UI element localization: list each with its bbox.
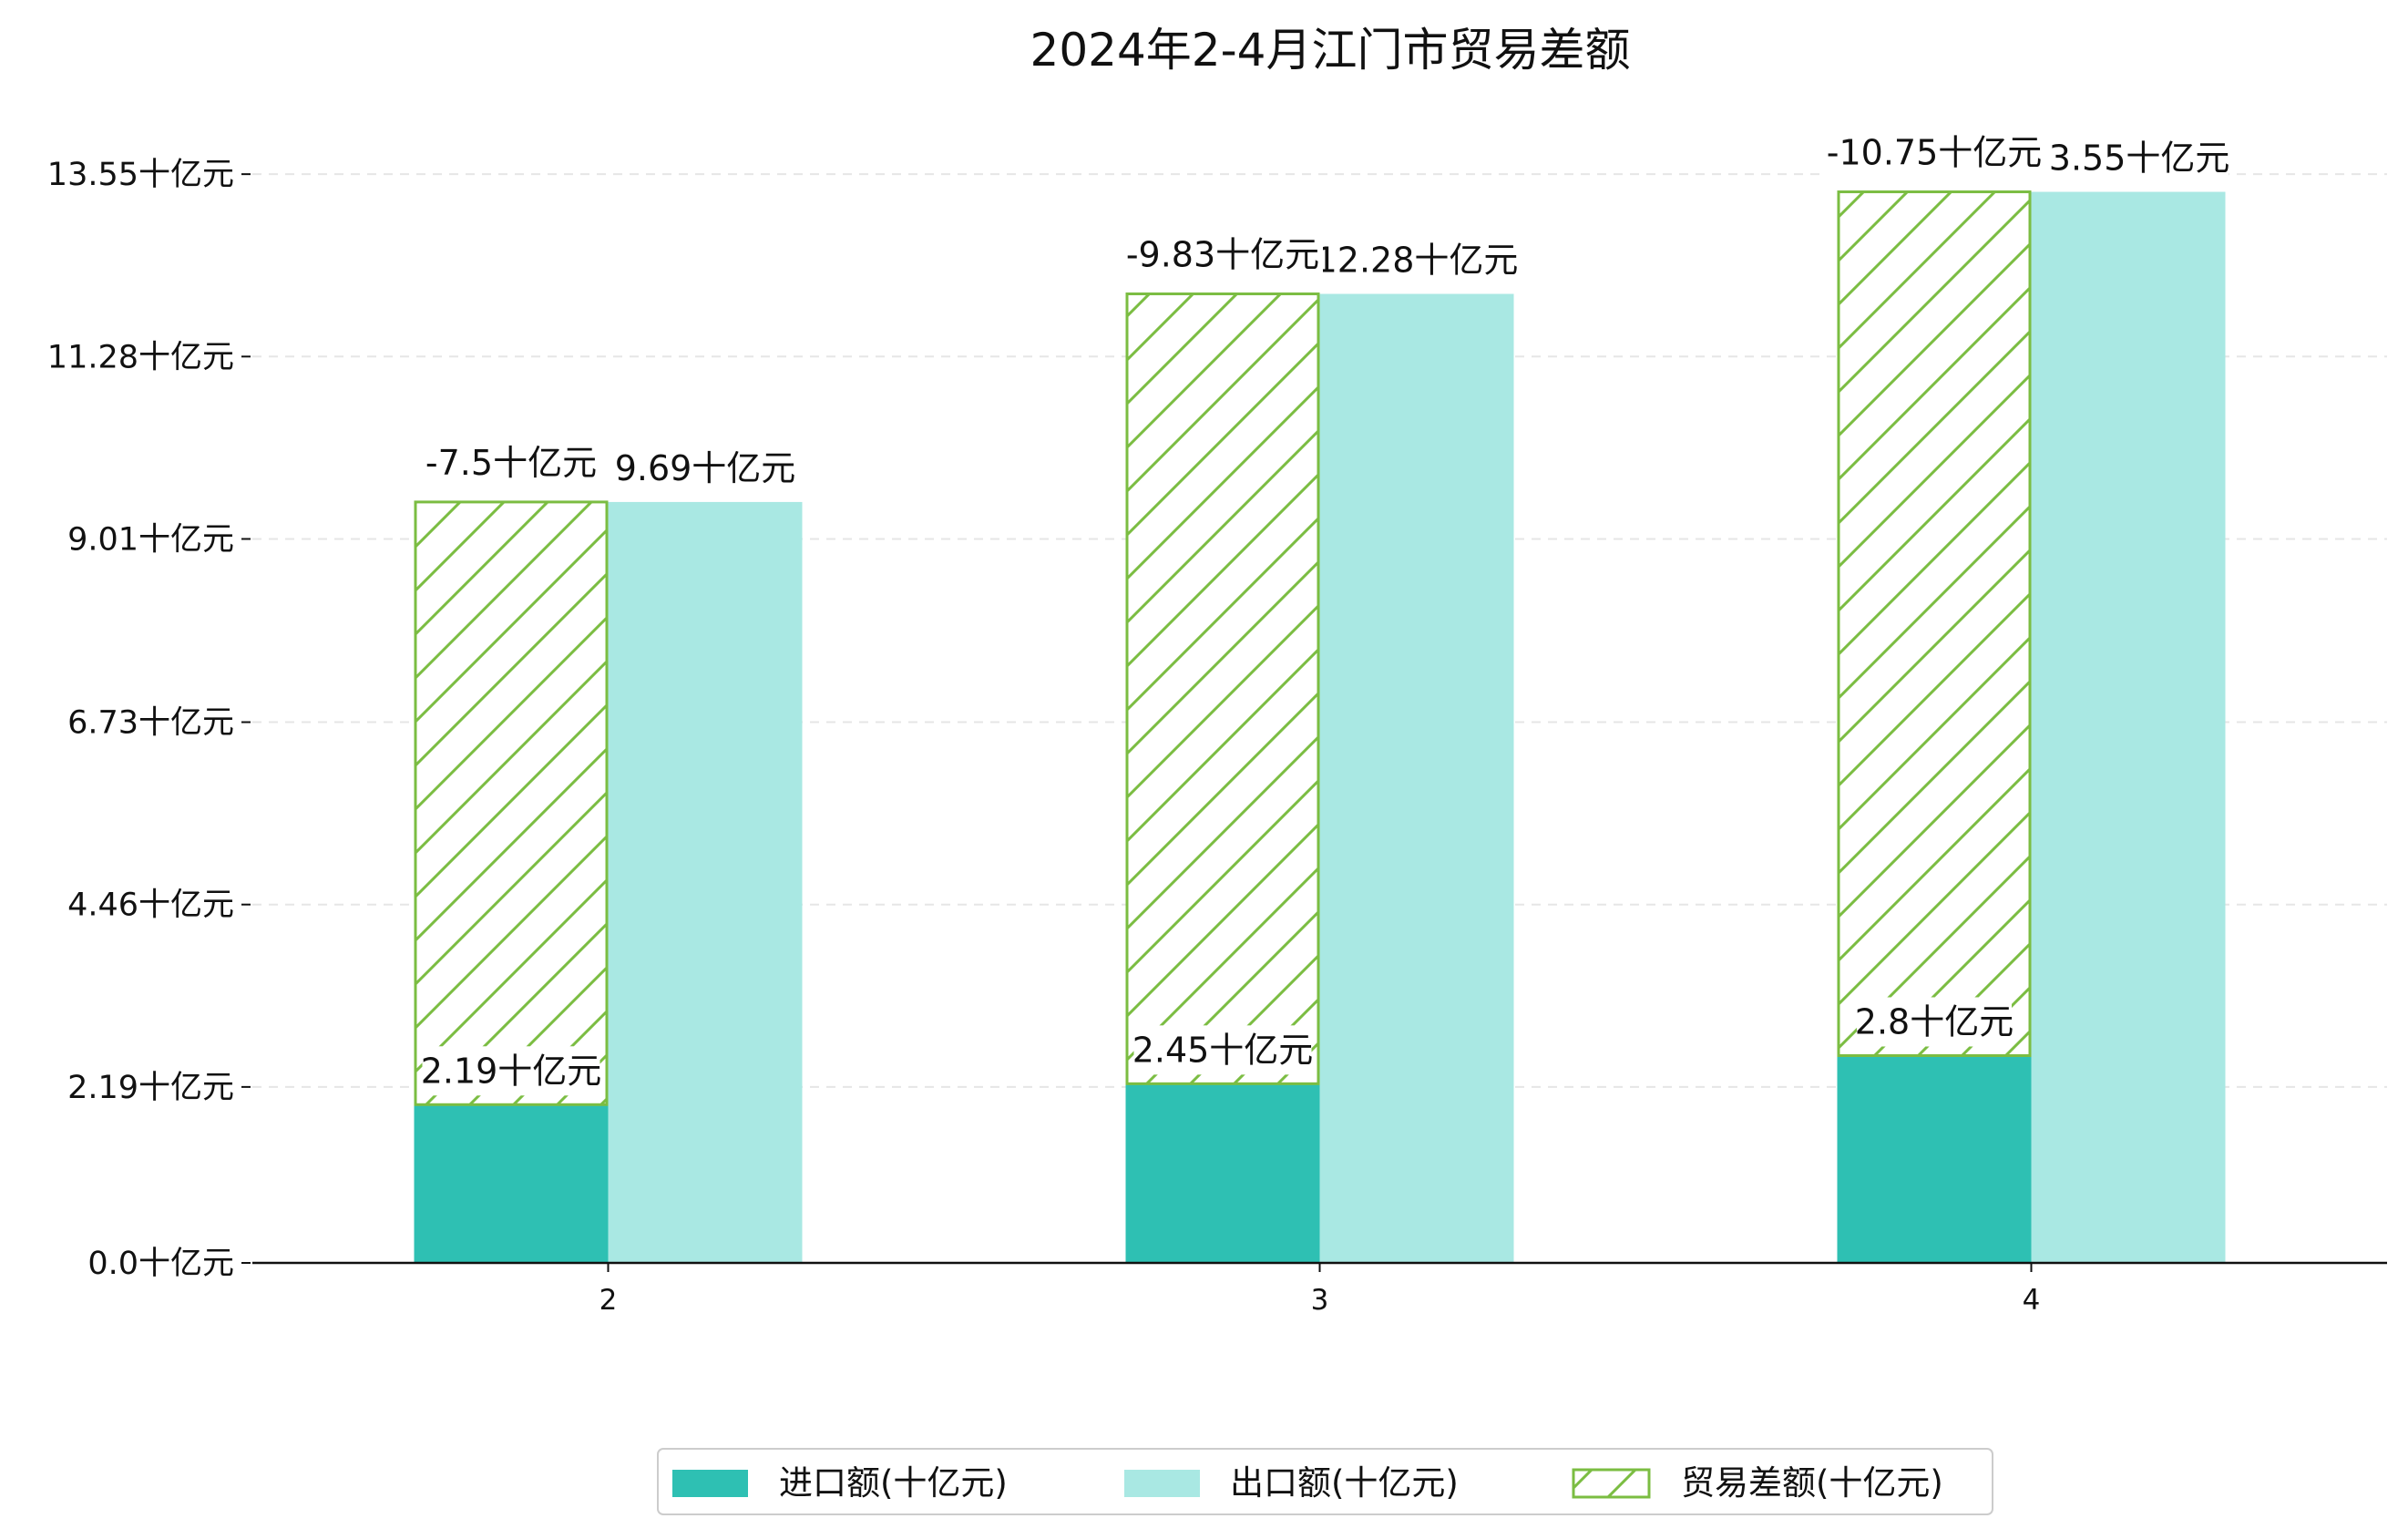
- import-data-label-box: [422, 1046, 600, 1096]
- export-data-label-box: [1317, 235, 1517, 285]
- legend-label: 进口额(十亿元): [779, 1463, 1008, 1503]
- legend-swatch: [672, 1470, 748, 1497]
- import-bar: [1125, 1083, 1320, 1263]
- balance-data-label: -9.83十亿元: [1126, 235, 1319, 275]
- y-tick-label: 6.73十亿元: [67, 705, 234, 742]
- export-bar: [608, 501, 803, 1263]
- legend-label: 出口额(十亿元): [1230, 1463, 1459, 1503]
- export-data-label-box: [2028, 133, 2229, 183]
- export-data-label: 13.55十亿元: [2027, 139, 2230, 179]
- balance-data-label: -7.5十亿元: [425, 443, 597, 483]
- balance-bar: [414, 500, 609, 1106]
- y-tick-label: 0.0十亿元: [87, 1246, 234, 1282]
- balance-bar: [1837, 190, 2032, 1057]
- x-tick-label: 3: [1311, 1284, 1329, 1317]
- balance-data-label-box: [422, 437, 600, 487]
- x-tick-label: 4: [2023, 1284, 2041, 1317]
- balance-data-label-box: [1822, 128, 2046, 178]
- export-data-label-box: [616, 443, 794, 493]
- x-tick-label: 2: [599, 1284, 618, 1317]
- import-bar: [414, 1104, 609, 1263]
- y-tick-label: 2.19十亿元: [67, 1070, 234, 1106]
- export-data-label: 12.28十亿元: [1316, 241, 1519, 281]
- bars: [414, 190, 2226, 1263]
- export-bar: [2031, 191, 2226, 1263]
- export-data-label: 9.69十亿元: [615, 448, 796, 488]
- import-data-label-box: [1857, 997, 2012, 1047]
- import-bar: [1837, 1055, 2032, 1263]
- balance-data-label: -10.75十亿元: [1827, 133, 2043, 173]
- legend-swatch: [1572, 1468, 1651, 1499]
- import-data-label: 2.19十亿元: [421, 1051, 602, 1091]
- balance-data-label-box: [1122, 230, 1323, 280]
- export-bar: [1319, 293, 1514, 1263]
- chart-title: 2024年2-4月江门市贸易差额: [1030, 24, 1631, 77]
- y-tick-label: 11.28十亿元: [47, 339, 234, 375]
- y-tick-label: 13.55十亿元: [47, 157, 234, 193]
- y-tick-label: 4.46十亿元: [67, 887, 234, 924]
- axes: 0.0十亿元 2.19十亿元 4.46十亿元 6.73十亿元 9.01十亿元 11.28十…: [47, 157, 2387, 1317]
- import-data-label: 2.8十亿元: [1855, 1001, 2013, 1041]
- legend-swatch: [1124, 1470, 1200, 1497]
- legend-label: 贸易差额(十亿元): [1681, 1463, 1943, 1503]
- import-data-label-box: [1133, 1025, 1312, 1075]
- balance-bar: [1125, 292, 1320, 1085]
- import-data-label: 2.45十亿元: [1132, 1030, 1314, 1070]
- y-tick-label: 9.01十亿元: [67, 521, 234, 558]
- data-labels: 9.69十亿元 -7.5十亿元 2.19十亿元 12.28十亿元-9.83十亿元 2.4…: [421, 128, 2230, 1096]
- legend: 进口额(十亿元) 出口额(十亿元) 贸易差额(十亿元): [657, 1448, 1993, 1515]
- legend-box: [657, 1448, 1993, 1515]
